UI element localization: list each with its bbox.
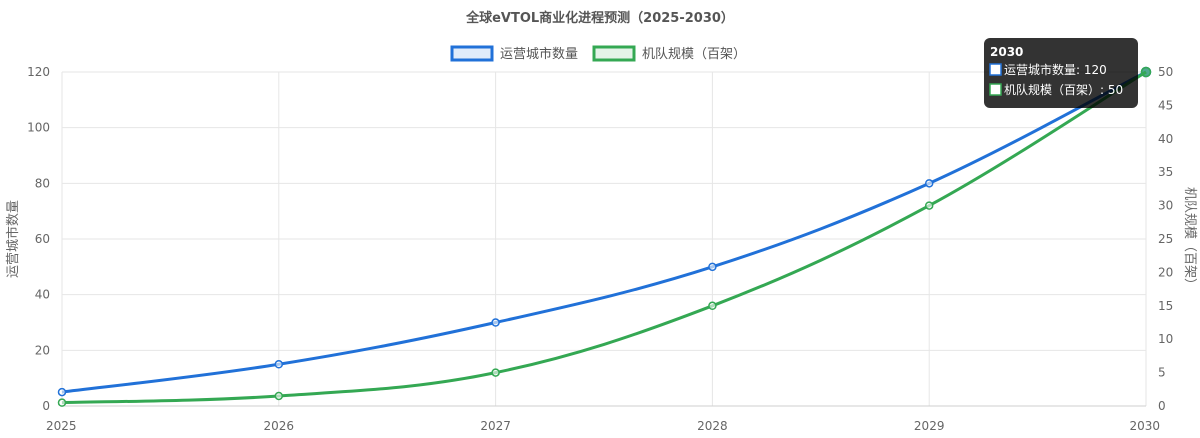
data-point-0-1[interactable] xyxy=(274,360,284,369)
data-point-0-3[interactable] xyxy=(708,262,717,272)
y-right-tick-label: 40 xyxy=(1158,132,1173,146)
legend-label-1: 机队规模（百架） xyxy=(642,47,746,62)
y-right-tick-label: 35 xyxy=(1158,165,1173,179)
y-left-axis-title: 运营城市数量 xyxy=(5,200,21,278)
x-tick-label: 2028 xyxy=(697,419,728,433)
data-point-0-0[interactable] xyxy=(57,387,67,397)
tooltip-title: 2030 xyxy=(990,45,1023,59)
tooltip-line-1: 机队规模（百架）: 50 xyxy=(1004,82,1123,97)
x-tick-label: 2025 xyxy=(46,419,77,433)
y-right-tick-label: 10 xyxy=(1158,332,1173,346)
legend-swatch-1[interactable] xyxy=(592,45,636,62)
series-line-0 xyxy=(61,70,1147,394)
data-point-1-5[interactable] xyxy=(1140,66,1152,78)
y-left-tick-label: 60 xyxy=(35,232,50,246)
y-right-tick-label: 45 xyxy=(1158,98,1173,112)
y-left-tick-label: 80 xyxy=(35,176,50,190)
y-left-tick-label: 0 xyxy=(42,399,50,413)
y-right-tick-label: 15 xyxy=(1158,299,1173,313)
series-layer xyxy=(57,66,1152,407)
grid xyxy=(61,71,1147,407)
tooltip: 2030 运营城市数量: 120 机队规模（百架）: 50 xyxy=(984,38,1138,108)
data-point-1-2[interactable] xyxy=(491,368,500,377)
tooltip-swatch-0 xyxy=(989,63,1002,76)
tooltip-line-0: 运营城市数量: 120 xyxy=(1004,62,1107,77)
chart-title: 全球eVTOL商业化进程预测（2025-2030） xyxy=(465,10,734,26)
tooltip-swatch-1 xyxy=(989,83,1002,96)
series-line-1 xyxy=(61,70,1147,405)
x-tick-label: 2030 xyxy=(1129,419,1160,433)
y-left-tick-label: 20 xyxy=(35,343,50,357)
y-right-tick-label: 5 xyxy=(1158,366,1166,380)
data-point-1-3[interactable] xyxy=(708,301,717,311)
y-left-tick-label: 100 xyxy=(27,121,50,135)
x-tick-label: 2029 xyxy=(914,419,945,433)
legend-label-0: 运营城市数量 xyxy=(500,46,578,62)
y-right-axis-title: 机队规模（百架） xyxy=(1182,187,1197,291)
y-right-tick-label: 30 xyxy=(1158,199,1173,213)
legend: 运营城市数量 机队规模（百架） xyxy=(450,45,746,62)
x-tick-label: 2026 xyxy=(264,419,295,433)
data-point-1-4[interactable] xyxy=(924,201,934,210)
data-point-0-4[interactable] xyxy=(924,179,934,188)
tooltip-box xyxy=(984,38,1138,108)
y-right-tick-label: 50 xyxy=(1158,65,1173,79)
y-left-tick-label: 120 xyxy=(27,65,50,79)
y-right-tick-label: 0 xyxy=(1158,399,1166,413)
data-point-0-2[interactable] xyxy=(491,318,500,327)
y-left-tick-label: 40 xyxy=(35,288,50,302)
y-right-tick-label: 25 xyxy=(1158,232,1173,246)
data-point-1-1[interactable] xyxy=(274,391,284,401)
legend-swatch-0[interactable] xyxy=(450,45,494,62)
y-right-tick-label: 20 xyxy=(1158,265,1173,279)
data-point-1-0[interactable] xyxy=(57,398,67,407)
x-tick-label: 2027 xyxy=(480,419,511,433)
